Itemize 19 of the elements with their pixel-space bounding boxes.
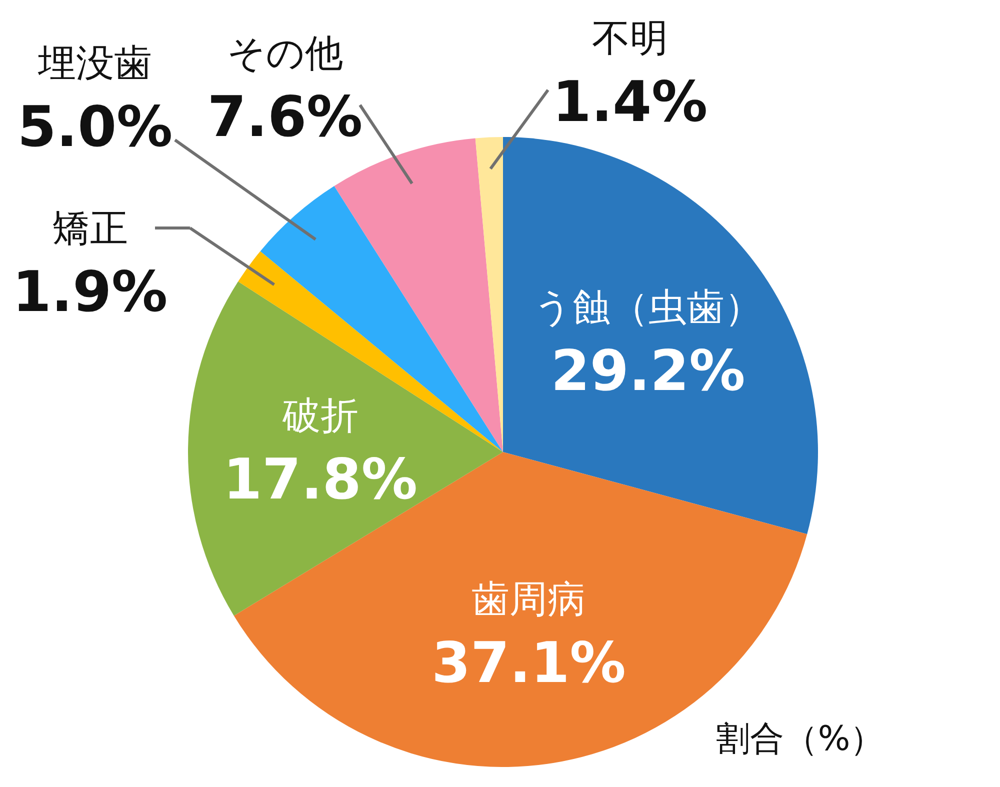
pie-slice: [503, 137, 818, 534]
slice-label: その他: [227, 31, 343, 75]
slice-label: う蝕（虫歯）: [534, 284, 763, 329]
data-label: 37.1%: [432, 630, 626, 696]
slice-label: 矯正: [52, 206, 128, 250]
slice-label: 歯周病: [472, 576, 586, 621]
pie-slice: [238, 251, 503, 452]
data-label: 29.2%: [550, 338, 746, 404]
slice-label: 破折: [281, 394, 358, 438]
data-label: 7.6%: [207, 85, 363, 150]
data-label: 1.4%: [552, 70, 708, 135]
pie-slice: [475, 137, 503, 452]
data-label: 1.9%: [12, 260, 168, 325]
slice-label: 不明: [592, 16, 668, 60]
data-label: 5.0%: [17, 95, 173, 160]
pie-slice: [260, 186, 503, 452]
slice-label: 埋没歯: [37, 41, 152, 85]
data-label: 17.8%: [223, 448, 418, 513]
text: 割合（%）: [716, 719, 884, 759]
